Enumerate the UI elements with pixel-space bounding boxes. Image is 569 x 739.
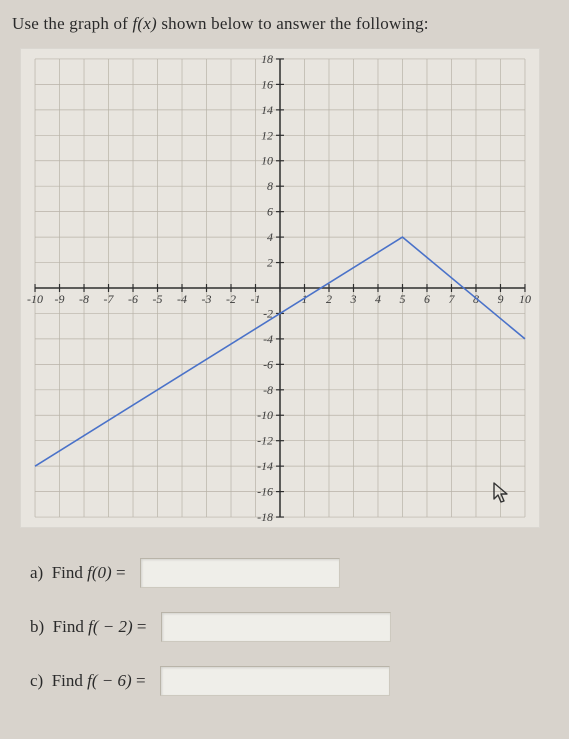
question-a: a) Find f(0) = xyxy=(30,558,557,588)
svg-text:-6: -6 xyxy=(263,357,273,371)
svg-text:7: 7 xyxy=(448,292,455,306)
svg-text:4: 4 xyxy=(375,292,381,306)
svg-text:-12: -12 xyxy=(257,434,273,448)
answer-c-input[interactable] xyxy=(160,666,390,696)
svg-text:18: 18 xyxy=(261,52,273,66)
svg-text:-5: -5 xyxy=(153,292,163,306)
graph-container: -10-9-8-7-6-5-4-3-2-11234567891024681012… xyxy=(20,48,540,528)
instruction-post: shown below to answer the following: xyxy=(157,14,429,33)
question-c: c) Find f( − 6) = xyxy=(30,666,557,696)
svg-text:-10: -10 xyxy=(27,292,43,306)
svg-text:6: 6 xyxy=(267,205,273,219)
svg-text:-8: -8 xyxy=(263,383,273,397)
question-b-label: b) Find f( − 2) = xyxy=(30,617,151,637)
question-b: b) Find f( − 2) = xyxy=(30,612,557,642)
instruction-text: Use the graph of f(x) shown below to ans… xyxy=(12,14,557,34)
svg-text:3: 3 xyxy=(350,292,357,306)
svg-text:2: 2 xyxy=(267,256,273,270)
svg-text:-16: -16 xyxy=(257,485,273,499)
svg-text:-9: -9 xyxy=(55,292,65,306)
svg-text:6: 6 xyxy=(424,292,430,306)
instruction-fx: f(x) xyxy=(132,14,156,33)
svg-text:-3: -3 xyxy=(202,292,212,306)
graph-svg: -10-9-8-7-6-5-4-3-2-11234567891024681012… xyxy=(21,49,539,527)
svg-text:10: 10 xyxy=(519,292,531,306)
svg-text:14: 14 xyxy=(261,103,273,117)
svg-text:-7: -7 xyxy=(104,292,115,306)
svg-text:4: 4 xyxy=(267,230,273,244)
svg-text:-1: -1 xyxy=(251,292,261,306)
svg-text:-18: -18 xyxy=(257,510,273,524)
svg-text:2: 2 xyxy=(326,292,332,306)
svg-text:16: 16 xyxy=(261,77,273,91)
instruction-pre: Use the graph of xyxy=(12,14,132,33)
answer-a-input[interactable] xyxy=(140,558,340,588)
svg-text:5: 5 xyxy=(400,292,406,306)
svg-text:9: 9 xyxy=(497,292,503,306)
svg-text:-14: -14 xyxy=(257,459,273,473)
svg-text:8: 8 xyxy=(267,179,273,193)
svg-text:-4: -4 xyxy=(263,332,273,346)
questions: a) Find f(0) = b) Find f( − 2) = c) Find… xyxy=(30,558,557,696)
svg-text:10: 10 xyxy=(261,154,273,168)
svg-text:12: 12 xyxy=(261,128,273,142)
svg-text:-4: -4 xyxy=(177,292,187,306)
question-c-label: c) Find f( − 6) = xyxy=(30,671,150,691)
svg-text:-10: -10 xyxy=(257,408,273,422)
svg-text:-6: -6 xyxy=(128,292,138,306)
question-a-label: a) Find f(0) = xyxy=(30,563,130,583)
svg-text:-2: -2 xyxy=(226,292,236,306)
answer-b-input[interactable] xyxy=(161,612,391,642)
svg-text:-8: -8 xyxy=(79,292,89,306)
